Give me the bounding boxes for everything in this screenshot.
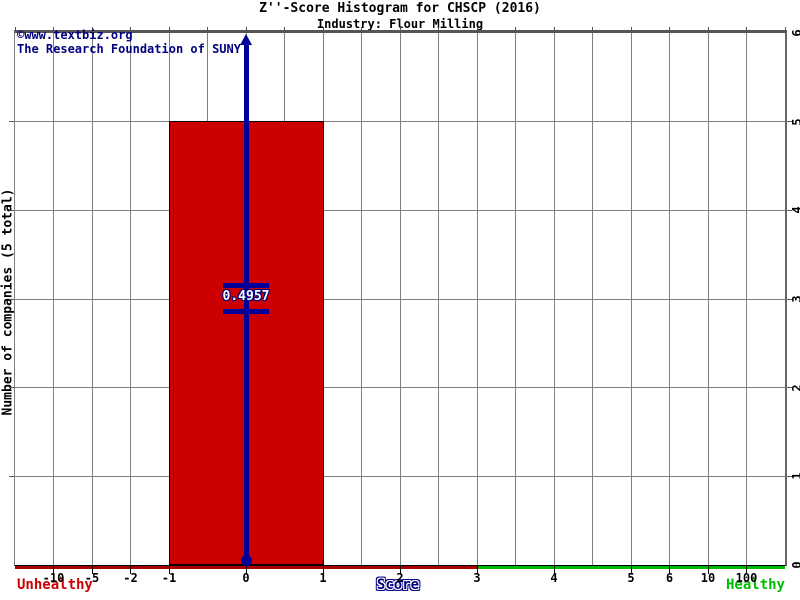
x-tick-label: 100 <box>735 571 758 585</box>
top-axis-tick <box>361 27 362 31</box>
x-axis-tick <box>245 566 247 574</box>
top-axis-tick <box>53 27 54 31</box>
right-axis-tick <box>787 475 792 477</box>
plot-area: -10-5-2-101234561010001234560.4957 <box>9 27 800 585</box>
top-axis-tick <box>746 27 747 31</box>
x-tick-label: 6 <box>665 571 674 585</box>
unhealthy-label: Unhealthy <box>17 577 93 593</box>
marker-line <box>243 44 249 560</box>
watermark-url: ©www.textbiz.org <box>17 28 133 42</box>
marker-dot-icon <box>240 555 252 566</box>
x-tick-label: 4 <box>550 571 558 585</box>
horizontal-gridline <box>15 209 785 211</box>
left-axis-tick <box>9 298 14 300</box>
chart-subtitle: Industry: Flour Milling <box>316 17 484 31</box>
x-tick-label: -1 <box>161 571 177 585</box>
x-axis-tick <box>669 566 670 574</box>
top-axis-tick <box>553 27 555 31</box>
y-tick-label: 2 <box>790 380 800 396</box>
x-axis-tick <box>53 566 54 574</box>
x-tick-label: -2 <box>123 571 138 585</box>
right-axis-tick <box>787 121 792 123</box>
top-axis-tick <box>91 27 93 31</box>
top-axis-tick <box>399 27 401 31</box>
top-axis-tick <box>707 27 709 31</box>
y-tick-label: 1 <box>790 468 800 484</box>
top-axis-tick <box>476 27 478 31</box>
top-axis-tick <box>207 27 208 31</box>
top-axis-tick <box>438 27 439 31</box>
x-tick-label: -10 <box>42 571 65 585</box>
y-tick-label: 0 <box>790 557 800 573</box>
top-axis-tick <box>669 27 670 31</box>
x-tick-label: 3 <box>473 571 481 585</box>
horizontal-gridline <box>15 121 785 123</box>
x-axis-tick <box>630 566 632 574</box>
left-axis-tick <box>9 387 14 389</box>
top-axis-tick <box>322 27 324 31</box>
x-axis-tick <box>476 566 478 574</box>
y-tick-label: 6 <box>790 25 800 41</box>
horizontal-gridline <box>15 475 785 477</box>
watermark: ©www.textbiz.org The Research Foundation… <box>17 28 241 56</box>
x-tick-label: -5 <box>84 571 100 585</box>
x-tick-label: 1 <box>319 571 327 585</box>
watermark-org: The Research Foundation of SUNY <box>17 42 241 56</box>
top-axis-tick <box>784 27 786 31</box>
left-axis-tick <box>9 209 14 211</box>
top-axis-tick <box>245 27 247 31</box>
top-axis-tick <box>14 27 16 31</box>
right-axis-tick <box>787 387 792 389</box>
x-axis-tick <box>168 566 170 574</box>
x-axis-tick <box>130 566 131 574</box>
marker-cap-bottom <box>223 309 269 314</box>
x-tick-label: 10 <box>700 571 716 585</box>
x-axis-title: Score <box>376 577 420 593</box>
y-tick-label: 3 <box>790 291 800 307</box>
x-axis-tick <box>707 566 709 574</box>
x-axis-tick <box>399 566 401 574</box>
chart-title: Z''-Score Histogram for CHSCP (2016) <box>259 1 541 16</box>
x-axis-tick <box>322 566 324 574</box>
top-axis-tick <box>130 27 131 31</box>
top-axis-tick <box>592 27 593 31</box>
right-axis-tick <box>787 209 792 211</box>
x-axis-tick <box>553 566 555 574</box>
healthy-label: Healthy <box>725 577 785 593</box>
marker-value-label: 0.4957 <box>222 289 270 304</box>
left-axis-tick <box>9 121 14 123</box>
x-tick-label: 0 <box>242 571 250 585</box>
top-axis-tick <box>630 27 632 31</box>
top-axis-tick <box>284 27 285 31</box>
x-tick-label: 2 <box>396 571 404 585</box>
top-axis-tick <box>515 27 516 31</box>
horizontal-gridline <box>15 298 785 300</box>
y-tick-label: 4 <box>790 202 800 218</box>
y-tick-label: 5 <box>790 114 800 130</box>
horizontal-gridline <box>15 387 785 389</box>
top-axis-tick <box>168 27 170 31</box>
marker-arrow-icon <box>240 34 252 45</box>
marker-cap-top <box>223 283 269 288</box>
x-tick-label: 5 <box>627 571 635 585</box>
right-axis-tick <box>787 298 792 300</box>
x-axis-tick <box>91 566 93 574</box>
x-axis-tick <box>746 566 747 574</box>
left-axis-tick <box>9 475 14 477</box>
